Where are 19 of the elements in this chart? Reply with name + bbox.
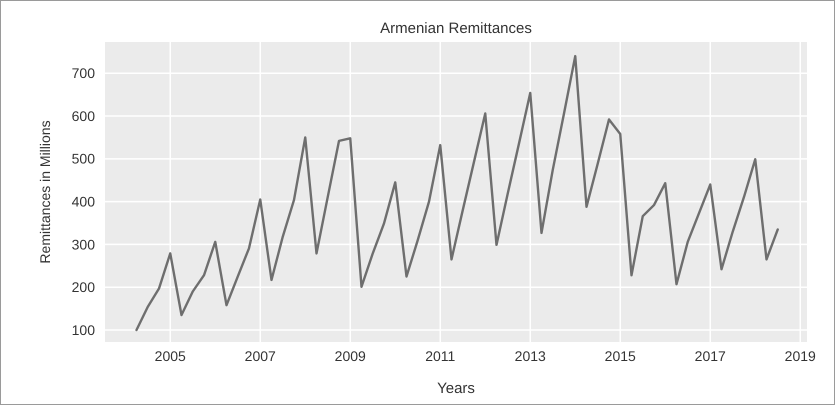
line-series (135, 54, 779, 332)
y-tick-label: 400 (72, 194, 96, 210)
x-tick-label: 2009 (334, 348, 366, 364)
y-tick-label: 300 (72, 236, 96, 252)
x-tick-label: 2019 (784, 348, 816, 364)
y-tick-label: 600 (72, 108, 96, 124)
y-axis-title: Remittances in Millions (37, 120, 53, 264)
y-tick-label: 100 (72, 322, 96, 338)
x-tick-label: 2011 (425, 348, 456, 364)
x-tick-label: 2013 (514, 348, 546, 364)
x-tick-label: 2017 (694, 348, 726, 364)
x-axis-title: Years (437, 380, 475, 397)
y-tick-label: 700 (72, 65, 96, 82)
chart-title: Armenian Remittances (380, 20, 532, 37)
y-tick-label: 200 (72, 279, 96, 296)
y-tick-label: 500 (72, 150, 96, 167)
x-tick-label: 2005 (154, 348, 186, 364)
x-tick-label: 2015 (604, 348, 636, 364)
x-tick-label: 2007 (244, 348, 276, 364)
